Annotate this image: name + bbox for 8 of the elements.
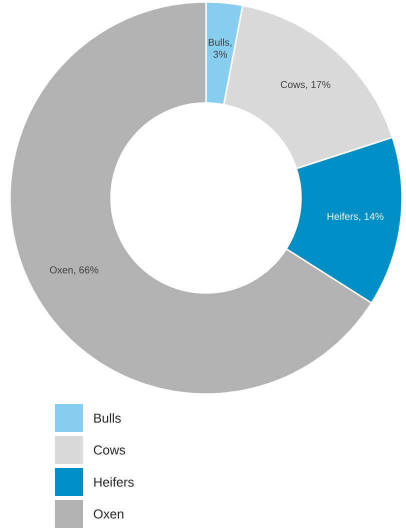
data-label: Bulls, 3% (208, 38, 232, 58)
legend-label: Cows (94, 445, 126, 455)
data-label: Heifers, 14% (328, 212, 384, 222)
legend-label: Bulls (94, 413, 121, 423)
data-label: Cows, 17% (280, 80, 330, 90)
legend-label: Oxen (94, 509, 124, 519)
legend-label: Heifers (94, 477, 134, 487)
data-label: Oxen, 66% (50, 266, 98, 275)
